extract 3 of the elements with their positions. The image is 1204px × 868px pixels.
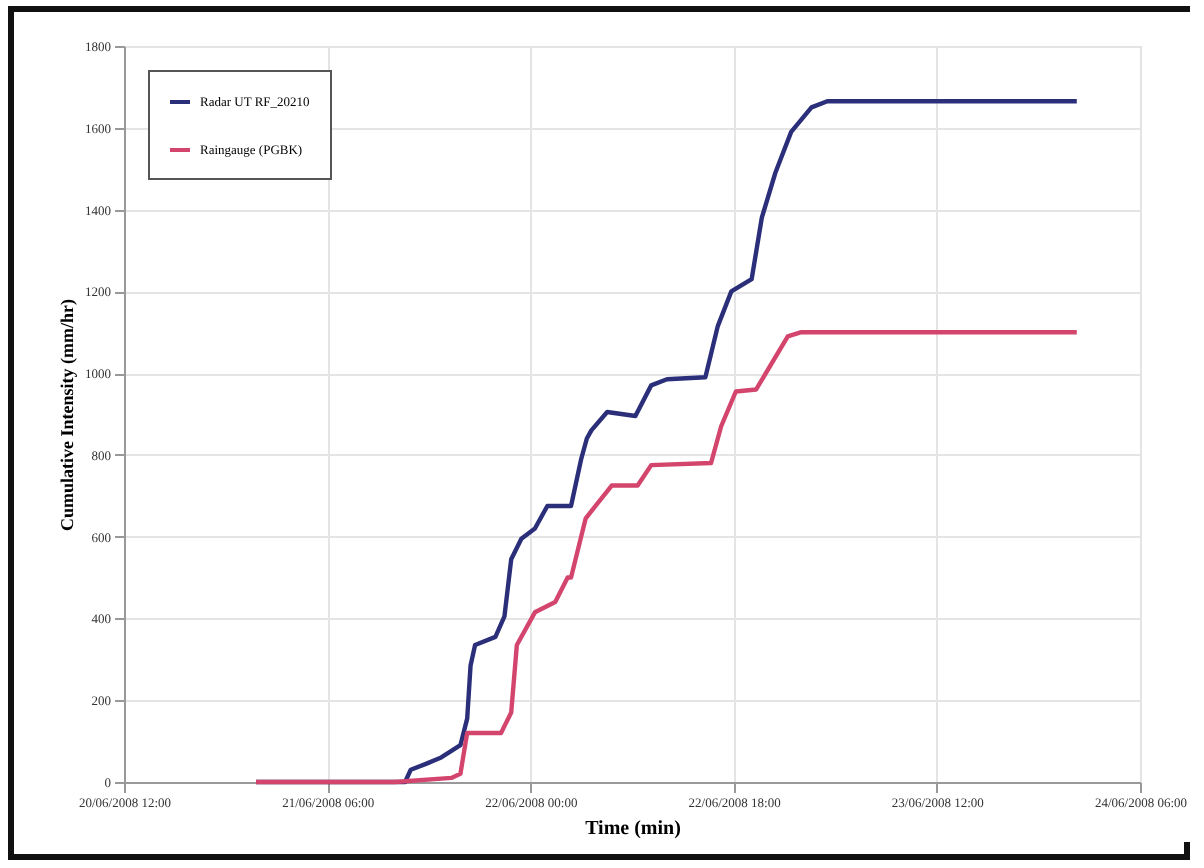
- y-axis-title: Cumulative Intensity (mm/hr): [57, 299, 77, 531]
- line-series: [253, 330, 1079, 785]
- x-axis-title: Time (min): [585, 818, 681, 840]
